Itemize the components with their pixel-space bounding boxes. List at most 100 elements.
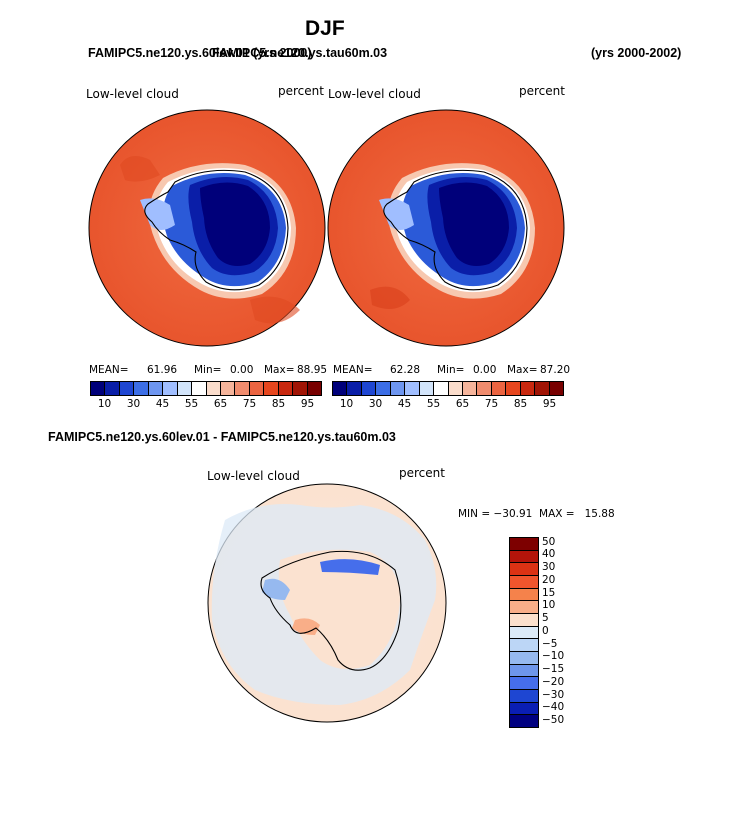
panel2-variable: Low-level cloud (328, 87, 421, 101)
panel1-colorbar (90, 381, 322, 396)
panel2-min: 0.00 (473, 364, 497, 376)
panel1-units: percent (278, 84, 324, 98)
case1-caption: FAMIPC5.ne120.ys.60lev.01 (yrs 2000) (88, 46, 312, 60)
colorbar-swatch (549, 382, 563, 395)
panel2-mean: 62.28 (390, 364, 421, 376)
diff-colorbar (509, 537, 539, 728)
panel1-max-label: Max= (264, 364, 295, 376)
colorbar-swatch (510, 639, 538, 653)
colorbar-tick-label: −10 (542, 650, 565, 663)
colorbar-swatch (510, 588, 538, 602)
colorbar-swatch (510, 677, 538, 691)
colorbar-tick-label: 10 (339, 398, 354, 410)
colorbar-tick-label: 5 (542, 612, 549, 625)
diff-variable: Low-level cloud (207, 469, 300, 483)
colorbar-tick-label: 65 (213, 398, 228, 410)
colorbar-swatch (119, 382, 135, 395)
colorbar-swatch (510, 550, 538, 564)
colorbar-swatch (510, 538, 538, 551)
colorbar-swatch (206, 382, 221, 395)
panel1-variable: Low-level cloud (86, 87, 179, 101)
panel2-max-label: Max= (507, 364, 538, 376)
panel2-max: 87.20 (540, 364, 571, 376)
colorbar-tick-label: 95 (300, 398, 315, 410)
colorbar-swatch (293, 382, 308, 395)
colorbar-swatch (177, 382, 193, 395)
colorbar-swatch (192, 382, 207, 395)
colorbar-tick-label: 65 (455, 398, 470, 410)
colorbar-tick-label: 75 (242, 398, 257, 410)
case2-caption: FAMIPC5.ne120.ys.tau60m.03 (212, 46, 388, 60)
colorbar-swatch (278, 382, 294, 395)
colorbar-swatch (220, 382, 236, 395)
colorbar-swatch (510, 576, 538, 589)
panel1-max: 88.95 (297, 364, 328, 376)
colorbar-tick-label: −20 (542, 675, 565, 688)
panel1-map (88, 109, 326, 347)
colorbar-swatch (506, 382, 521, 395)
colorbar-tick-label: −15 (542, 663, 565, 676)
colorbar-swatch (510, 652, 538, 665)
colorbar-tick-label: 85 (513, 398, 528, 410)
colorbar-tick-label: 95 (542, 398, 557, 410)
colorbar-swatch (510, 664, 538, 678)
colorbar-swatch (307, 382, 321, 395)
colorbar-swatch (105, 382, 120, 395)
colorbar-tick-label: 0 (542, 624, 549, 637)
panel2-units: percent (519, 84, 565, 98)
panel2-map (327, 109, 565, 347)
colorbar-swatch (390, 382, 406, 395)
colorbar-swatch (405, 382, 420, 395)
colorbar-swatch (510, 690, 538, 703)
colorbar-swatch (376, 382, 391, 395)
diff-caption: FAMIPC5.ne120.ys.60lev.01 - FAMIPC5.ne12… (48, 430, 396, 444)
panel2-min-label: Min= (437, 364, 465, 376)
colorbar-tick-label: 55 (426, 398, 441, 410)
colorbar-swatch (91, 382, 106, 395)
colorbar-swatch (491, 382, 507, 395)
colorbar-tick-label: 30 (126, 398, 141, 410)
panel1-min: 0.00 (230, 364, 254, 376)
colorbar-tick-label: 10 (97, 398, 112, 410)
colorbar-swatch (510, 715, 538, 728)
years-caption: (yrs 2000-2002) (591, 46, 682, 60)
panel1-mean-label: MEAN= (89, 364, 129, 376)
colorbar-tick-label: 10 (542, 599, 556, 612)
colorbar-swatch (477, 382, 492, 395)
colorbar-tick-label: 45 (155, 398, 170, 410)
colorbar-swatch (462, 382, 478, 395)
colorbar-swatch (510, 626, 538, 640)
colorbar-tick-label: −40 (542, 701, 565, 714)
colorbar-tick-label: 30 (368, 398, 383, 410)
panel2-mean-label: MEAN= (333, 364, 373, 376)
colorbar-swatch (148, 382, 164, 395)
diff-map (207, 483, 447, 723)
panel2-colorbar (332, 381, 564, 396)
page-title: DJF (305, 17, 345, 40)
diff-stats: MIN = −30.91 MAX = 15.88 (458, 508, 615, 520)
colorbar-swatch (510, 563, 538, 577)
colorbar-swatch (347, 382, 362, 395)
colorbar-swatch (419, 382, 435, 395)
colorbar-swatch (434, 382, 449, 395)
colorbar-swatch (448, 382, 463, 395)
colorbar-swatch (249, 382, 265, 395)
colorbar-swatch (535, 382, 550, 395)
colorbar-tick-label: 40 (542, 548, 556, 561)
colorbar-tick-label: 55 (184, 398, 199, 410)
colorbar-tick-label: 85 (271, 398, 286, 410)
panel1-mean: 61.96 (147, 364, 178, 376)
colorbar-swatch (235, 382, 250, 395)
colorbar-tick-label: 30 (542, 561, 556, 574)
colorbar-swatch (333, 382, 348, 395)
colorbar-swatch (134, 382, 149, 395)
colorbar-tick-label: 45 (397, 398, 412, 410)
colorbar-tick-label: 20 (542, 573, 556, 586)
colorbar-tick-label: −50 (542, 714, 565, 726)
colorbar-swatch (361, 382, 377, 395)
colorbar-swatch (520, 382, 536, 395)
colorbar-tick-label: 50 (542, 535, 556, 548)
colorbar-tick-label: 15 (542, 586, 556, 599)
colorbar-tick-label: 75 (484, 398, 499, 410)
